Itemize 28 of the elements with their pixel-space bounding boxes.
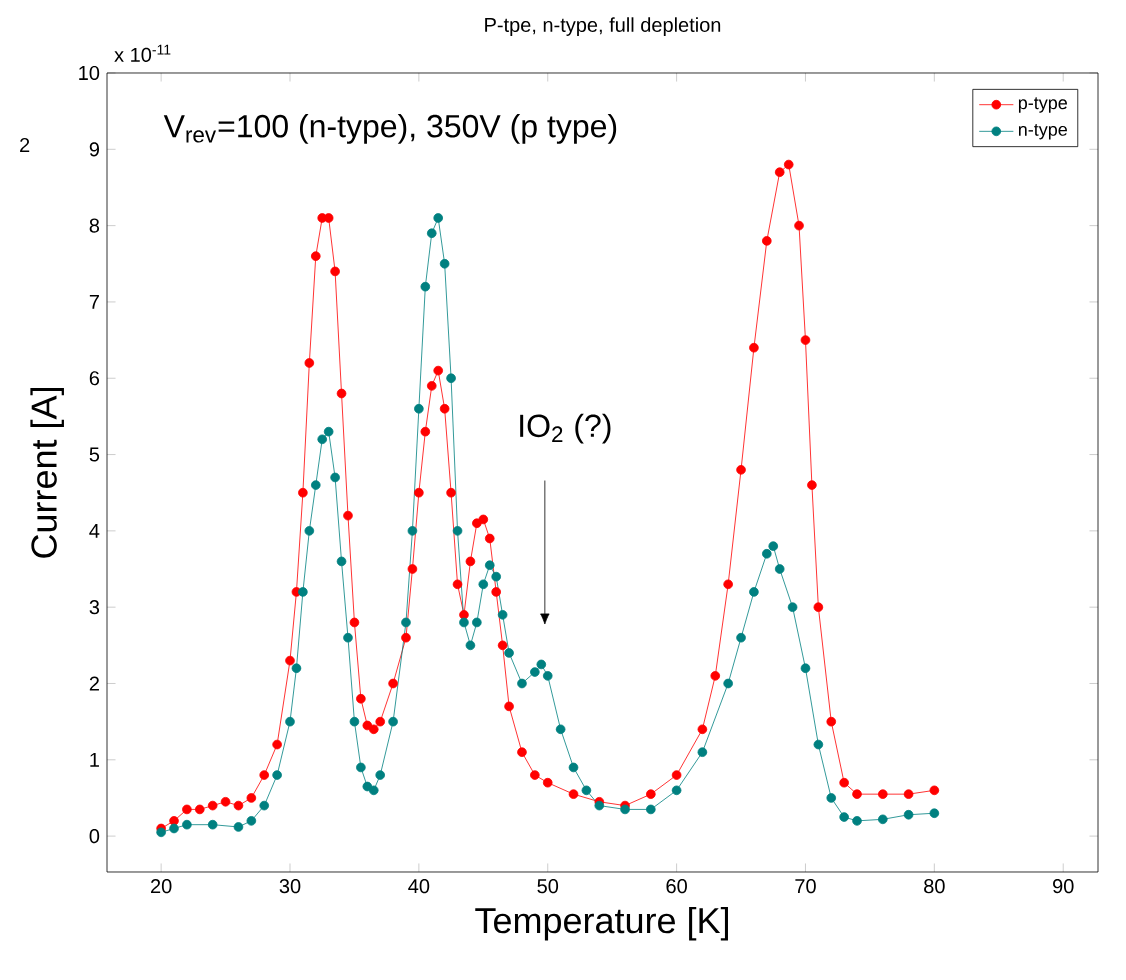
text: 2 bbox=[20, 137, 30, 152]
y-axis-title: Current [A] bbox=[30, 388, 64, 558]
x-tick-label: 50 bbox=[537, 879, 559, 894]
x-tick-label: 60 bbox=[666, 879, 687, 894]
x-tick-label: 20 bbox=[151, 879, 172, 894]
x-tick-label: 40 bbox=[408, 879, 430, 894]
y-tick-label: 0 bbox=[89, 829, 100, 844]
y-tick-label: 8 bbox=[89, 218, 100, 233]
y-tick-label: 4 bbox=[89, 523, 100, 538]
chart-title: P-tpe, n-type, full depletion bbox=[485, 17, 721, 36]
text: x 10$^{-11}$ bbox=[114, 44, 171, 62]
y-tick-label: 3 bbox=[89, 600, 100, 615]
y-tick-label: 7 bbox=[89, 295, 99, 309]
x-tick-label: 30 bbox=[279, 879, 301, 894]
y-tick-label: 10 bbox=[79, 65, 100, 81]
y-tick-label: 2 bbox=[89, 676, 99, 691]
y-tick-label: 5 bbox=[89, 447, 100, 462]
annotation: V$_{rev}$=100 (n-type), 350V (p type) bbox=[163, 114, 617, 144]
x-tick-label: 90 bbox=[1053, 879, 1074, 894]
legend-label: p-type bbox=[1018, 97, 1067, 113]
x-axis-title: Temperature [K] bbox=[475, 906, 728, 941]
x-tick-label: 70 bbox=[795, 879, 816, 894]
y-tick-label: 6 bbox=[89, 371, 100, 386]
legend-label: n-type bbox=[1018, 124, 1067, 140]
y-tick-label: 1 bbox=[90, 752, 99, 767]
x-tick-label: 80 bbox=[924, 879, 945, 894]
y-tick-label: 9 bbox=[89, 142, 100, 157]
annotation: IO$_{2}$ (?) bbox=[520, 413, 611, 444]
